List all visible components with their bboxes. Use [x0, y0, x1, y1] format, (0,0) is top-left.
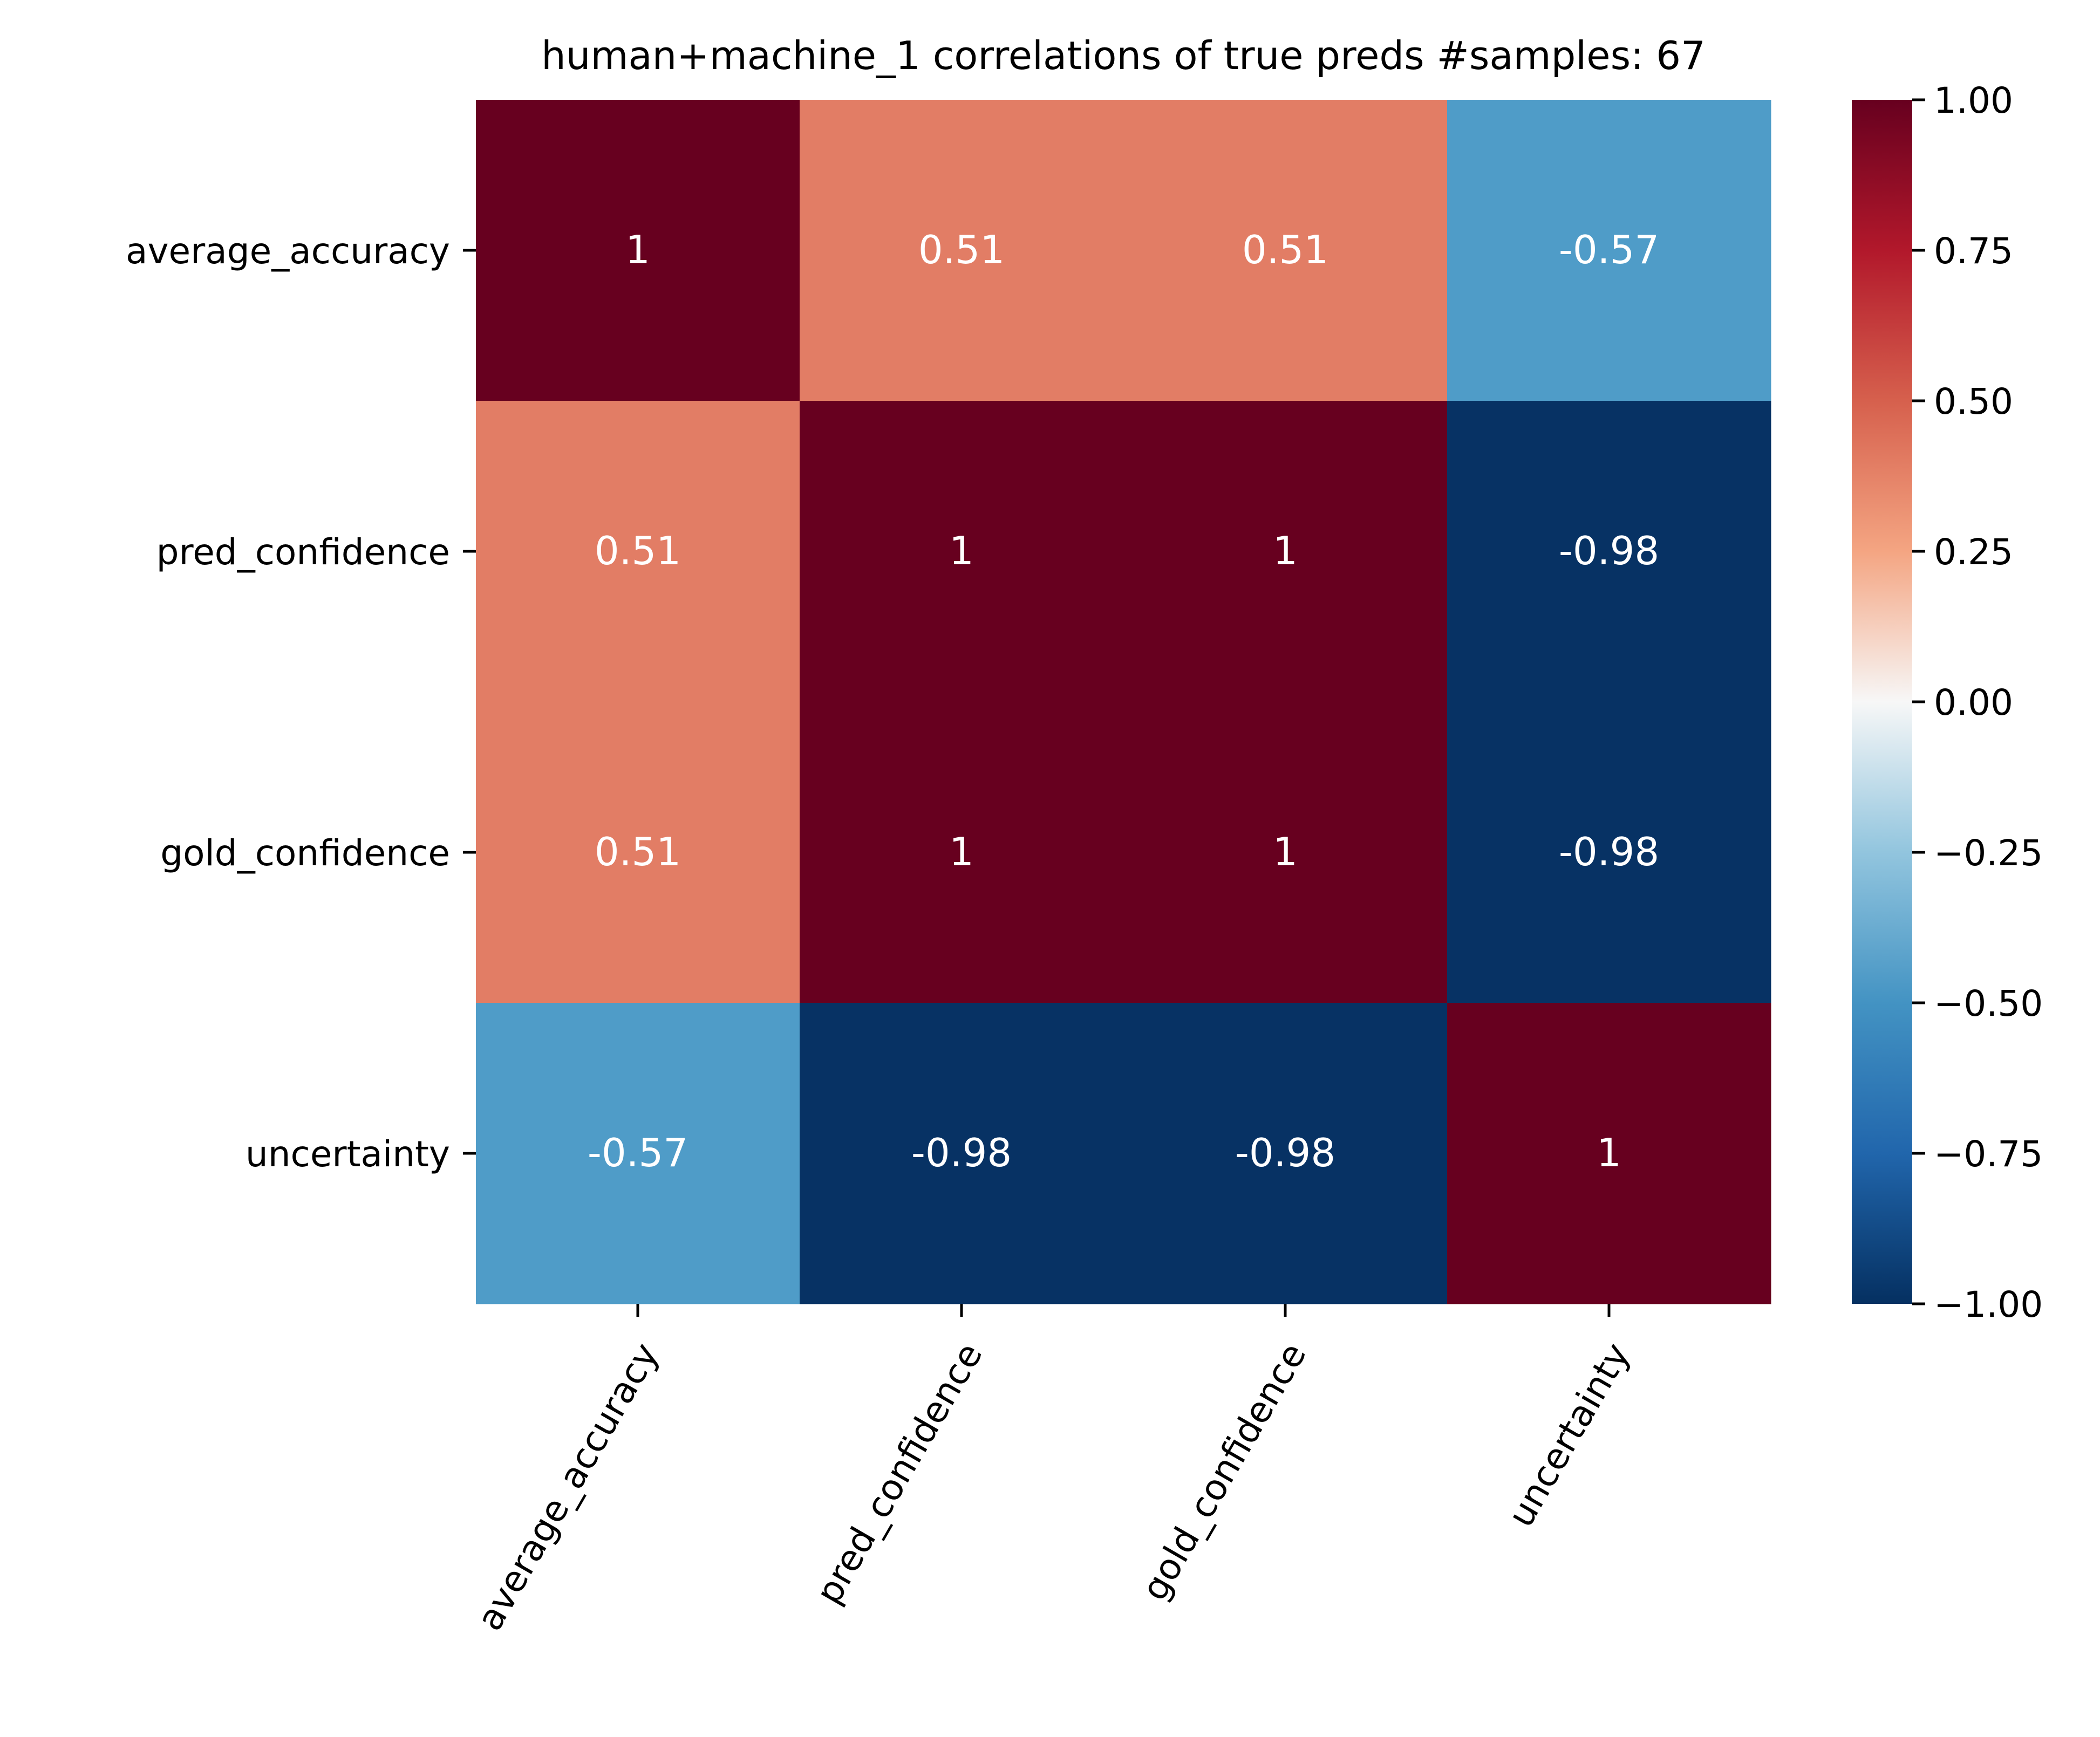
heatmap-cell-r0-c1 [800, 100, 1124, 401]
cell-label-r0-c3: -0.57 [1559, 227, 1659, 272]
heatmap-cell-r1-c0 [476, 401, 800, 702]
y-tick-label-2: gold_confidence [160, 832, 450, 874]
heatmap-cell-r2-c1 [800, 702, 1124, 1003]
colorbar-tick-label-6: −0.50 [1934, 983, 2043, 1024]
x-tick-label-0: average_accuracy [469, 1336, 667, 1638]
heatmap-cell-r1-c2 [1123, 401, 1448, 702]
x-tick-label-3: uncertainty [1500, 1336, 1638, 1534]
x-tick-label-1: pred_confidence [808, 1336, 991, 1611]
cell-label-r0-c2: 0.51 [1242, 227, 1328, 272]
cell-label-r3-c3: 1 [1597, 1130, 1621, 1175]
cell-label-r3-c2: -0.98 [1235, 1130, 1335, 1175]
cell-label-r2-c1: 1 [949, 829, 974, 874]
heatmap-cell-r3-c2 [1123, 1003, 1448, 1304]
colorbar: 1.00 0.75 0.50 0.25 0.00 −0.25 −0.50 −0.75 −1.00 [1852, 80, 2043, 1325]
y-axis: average_accuracy pred_confidence gold_conf… [126, 230, 476, 1175]
colorbar-tick-label-7: −0.75 [1934, 1133, 2043, 1175]
heatmap-cell-r3-c3 [1447, 1003, 1771, 1304]
x-tick-label-2: gold_confidence [1134, 1336, 1314, 1608]
cell-label-r1-c1: 1 [949, 528, 974, 573]
heatmap-cell-r2-c0 [476, 702, 800, 1003]
cell-label-r1-c0: 0.51 [595, 528, 681, 573]
heatmap-cell-r0-c2 [1123, 100, 1448, 401]
cell-label-r2-c3: -0.98 [1559, 829, 1659, 874]
heatmap-cell-r2-c2 [1123, 702, 1448, 1003]
heatmap-cell-r2-c3 [1447, 702, 1771, 1003]
chart-title: human+machine_1 correlations of true pre… [541, 33, 1706, 78]
y-tick-label-0: average_accuracy [126, 230, 450, 272]
colorbar-tick-label-3: 0.25 [1934, 531, 2013, 573]
cell-label-r2-c2: 1 [1273, 829, 1298, 874]
colorbar-gradient [1852, 100, 1912, 1304]
cell-label-r1-c3: -0.98 [1559, 528, 1659, 573]
x-axis: average_accuracy pred_confidence gold_conf… [469, 1304, 1638, 1637]
colorbar-tick-label-8: −1.00 [1934, 1284, 2043, 1325]
cell-label-r0-c1: 0.51 [918, 227, 1005, 272]
cell-label-r1-c2: 1 [1273, 528, 1298, 573]
heatmap-cell-r3-c0 [476, 1003, 800, 1304]
heatmap-cells: 1 0.51 0.51 -0.57 0.51 1 1 -0.98 0.51 1 1 -0.98 -0.5… [476, 100, 1771, 1304]
colorbar-tick-label-5: −0.25 [1934, 832, 2043, 874]
heatmap-cell-r1-c1 [800, 401, 1124, 702]
cell-label-r3-c1: -0.98 [911, 1130, 1012, 1175]
cell-label-r3-c0: -0.57 [588, 1130, 688, 1175]
colorbar-tick-label-0: 1.00 [1934, 80, 2013, 121]
heatmap-cell-r1-c3 [1447, 401, 1771, 702]
y-tick-label-3: uncertainty [246, 1133, 450, 1175]
heatmap-cell-r3-c1 [800, 1003, 1124, 1304]
cell-label-r2-c0: 0.51 [595, 829, 681, 874]
colorbar-tick-label-2: 0.50 [1934, 381, 2013, 422]
cell-label-r0-c0: 1 [625, 227, 650, 272]
heatmap-cell-r0-c3 [1447, 100, 1771, 401]
colorbar-tick-label-1: 0.75 [1934, 230, 2013, 272]
y-tick-label-1: pred_confidence [156, 531, 450, 573]
heatmap-cell-r0-c0 [476, 100, 800, 401]
colorbar-tick-label-4: 0.00 [1934, 682, 2013, 723]
